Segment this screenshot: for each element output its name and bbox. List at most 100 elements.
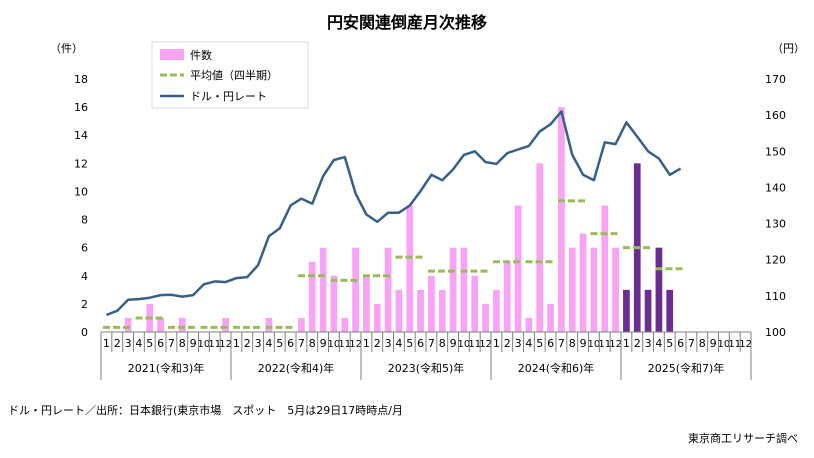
month-tick-label: 8	[179, 337, 186, 350]
bar-count	[471, 275, 479, 332]
legend-label-line: ドル・円レート	[190, 90, 267, 103]
month-tick-label: 7	[428, 337, 435, 350]
year-label: 2022(令和4)年	[258, 361, 335, 375]
y-left-tick-label: 0	[81, 326, 88, 339]
y-left-tick-label: 14	[74, 129, 88, 142]
bar-count	[417, 289, 424, 332]
bar-count	[503, 261, 511, 332]
month-tick-label: 4	[655, 337, 662, 350]
bar-count	[449, 247, 457, 332]
bar-count	[319, 247, 327, 332]
month-tick-label: 7	[688, 337, 695, 350]
bar-count	[124, 317, 132, 332]
bar-count	[395, 289, 403, 332]
month-tick-label: 2	[244, 337, 251, 350]
month-tick-label: 3	[255, 337, 262, 350]
source-footnote: ドル・円レート／出所：日本銀行(東京市場 スポット 5月は29日17時時点/月	[8, 404, 403, 417]
month-tick-label: 5	[406, 337, 413, 350]
bar-count	[298, 317, 305, 332]
month-tick-label: 9	[710, 337, 717, 350]
y-right-tick-label: 130	[765, 218, 786, 231]
bar-count	[514, 205, 522, 332]
month-tick-label: 11	[338, 339, 351, 350]
month-tick-label: 7	[298, 337, 305, 350]
month-tick-label: 9	[190, 337, 197, 350]
y-left-tick-label: 10	[74, 185, 88, 198]
bar-count	[406, 205, 414, 332]
month-tick-label: 5	[146, 337, 153, 350]
y-left-unit: （件）	[50, 42, 83, 55]
bar-count	[222, 317, 229, 332]
month-tick-label: 8	[699, 337, 706, 350]
month-tick-label: 6	[287, 337, 294, 350]
bar-count	[265, 317, 273, 332]
y-right-tick-label: 150	[765, 145, 786, 158]
month-tick-label: 4	[135, 337, 142, 350]
bar-count	[330, 275, 338, 332]
bar-count	[558, 107, 565, 332]
bar-count	[536, 163, 544, 332]
y-left-tick-label: 12	[74, 157, 88, 170]
month-tick-label: 5	[536, 337, 543, 350]
y-left-tick-label: 4	[81, 270, 88, 283]
bar-count	[568, 247, 576, 332]
bar-count	[460, 247, 468, 332]
month-tick-label: 9	[320, 337, 327, 350]
month-tick-label: 11	[728, 339, 741, 350]
bar-count	[352, 247, 359, 332]
month-tick-label: 1	[363, 337, 370, 350]
month-tick-label: 12	[219, 339, 232, 350]
bar-count	[384, 247, 392, 332]
month-tick-label: 6	[157, 337, 164, 350]
year-label: 2024(令和6)年	[518, 361, 595, 375]
month-tick-label: 4	[395, 337, 402, 350]
month-tick-label: 8	[439, 337, 446, 350]
month-tick-label: 10	[718, 339, 731, 350]
month-tick-label: 2	[374, 337, 381, 350]
bar-count-2025	[644, 289, 652, 332]
y-right-tick-label: 170	[765, 73, 786, 86]
bar-count	[308, 261, 316, 332]
y-left-tick-label: 18	[74, 73, 88, 86]
bar-count	[493, 289, 500, 332]
bar-count	[341, 317, 349, 332]
bar-count	[157, 317, 164, 332]
month-tick-label: 10	[198, 339, 211, 350]
y-left-tick-label: 2	[81, 298, 88, 311]
bar-count-2025	[655, 247, 663, 332]
month-tick-label: 1	[233, 337, 240, 350]
bar-count	[579, 233, 587, 332]
month-tick-label: 3	[645, 337, 652, 350]
bar-count-2025	[666, 289, 674, 332]
month-tick-label: 11	[598, 339, 611, 350]
month-tick-label: 5	[666, 337, 673, 350]
bar-count	[547, 303, 554, 332]
legend-label-bars: 件数	[190, 49, 212, 62]
month-tick-label: 2	[634, 337, 641, 350]
credit-note: 東京商工リサーチ調べ	[688, 432, 798, 445]
month-tick-label: 3	[385, 337, 392, 350]
month-tick-label: 6	[547, 337, 554, 350]
month-tick-label: 1	[623, 337, 630, 350]
bar-count	[482, 303, 489, 332]
legend-swatch-bars	[160, 49, 184, 60]
year-label: 2021(令和3)年	[128, 361, 205, 375]
y-right-tick-label: 140	[765, 181, 786, 194]
bar-count	[373, 303, 381, 332]
month-tick-label: 3	[125, 337, 132, 350]
month-tick-label: 12	[609, 339, 622, 350]
legend-label-avg: 平均値（四半期）	[190, 68, 278, 82]
month-tick-label: 1	[103, 337, 110, 350]
month-tick-label: 8	[569, 337, 576, 350]
bar-count	[601, 205, 609, 332]
y-left-tick-label: 8	[81, 214, 88, 227]
year-label: 2023(令和5)年	[388, 361, 465, 375]
month-tick-label: 12	[739, 339, 752, 350]
month-tick-label: 10	[458, 339, 471, 350]
month-tick-label: 11	[468, 339, 481, 350]
bar-count	[178, 317, 186, 332]
y-right-tick-label: 160	[765, 109, 786, 122]
bar-count	[612, 247, 619, 332]
y-right-unit: （円）	[772, 42, 805, 55]
